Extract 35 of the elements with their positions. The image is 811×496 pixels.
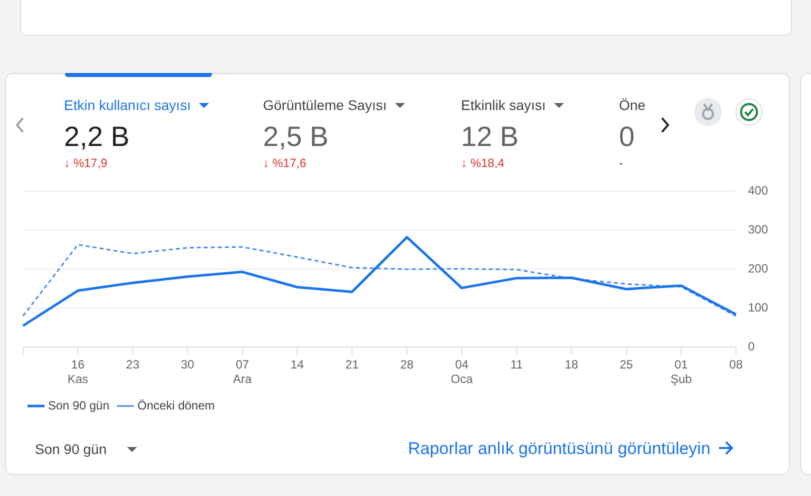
- x-tick-label: 01 Şub: [670, 358, 692, 386]
- y-tick-label: 100: [748, 300, 768, 315]
- y-tick-label: 400: [748, 184, 768, 198]
- line-series: [22, 244, 737, 317]
- text: Etkinlik sayısı: [461, 97, 546, 113]
- x-tick-label: 14: [290, 358, 304, 372]
- x-tick-label: 04 Oca: [450, 358, 474, 386]
- text: Raporlar anlık görüntüsünü görüntüleyin: [408, 439, 710, 458]
- text: ↓ %17,6: [263, 156, 308, 170]
- x-tick-label: 25: [620, 358, 634, 372]
- x-tick-label: 08: [729, 358, 743, 372]
- text: 2,5 B: [263, 121, 330, 153]
- text: 12 B: [461, 121, 519, 152]
- text: ↓ %18,4: [461, 156, 504, 170]
- y-tick-label: 200: [748, 262, 768, 276]
- x-tick-label: 30: [180, 358, 195, 372]
- text: 0: [619, 121, 636, 153]
- text: Son 90 gün: [35, 441, 107, 457]
- x-tick-label: 07 Ara: [233, 358, 252, 386]
- text: Etkin kullanıcı sayısı: [64, 97, 191, 113]
- text: Öne: [619, 97, 646, 113]
- x-tick-label: 11: [510, 358, 524, 372]
- legend-label: Son 90 gün: [48, 398, 110, 412]
- text: ↓ %17,9: [64, 156, 108, 170]
- text: 2,2 B: [64, 121, 130, 153]
- x-tick-label: 21: [345, 358, 360, 372]
- y-tick-label: 0: [748, 340, 755, 354]
- text: -: [619, 156, 624, 170]
- x-tick-label: 18: [564, 358, 578, 372]
- text: Görüntüleme Sayısı: [263, 97, 387, 113]
- x-tick-label: 28: [400, 358, 414, 372]
- y-tick-label: 300: [748, 222, 768, 237]
- x-tick-label: 23: [126, 358, 140, 372]
- x-tick-label: 16 Kas: [68, 358, 88, 386]
- legend-label: Önceki dönem: [137, 398, 215, 412]
